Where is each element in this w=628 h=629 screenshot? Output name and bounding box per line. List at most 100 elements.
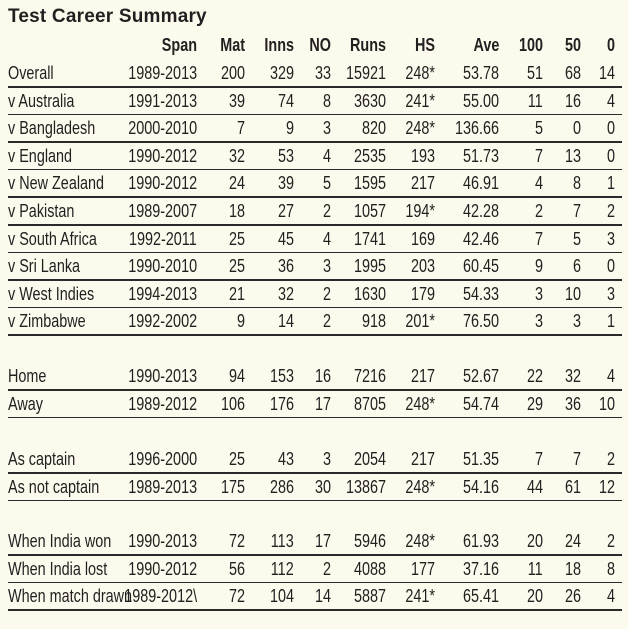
table-cell: 329 (264, 62, 294, 84)
table-cell: 217 (405, 172, 435, 194)
table-cell: 10 (561, 283, 581, 305)
cell-text: 0 (606, 145, 615, 166)
table-cell: 9 (533, 255, 543, 277)
table-cell: 1990-2012 (111, 172, 197, 194)
table-cell: 26 (561, 585, 581, 607)
table-cell: 11 (524, 90, 543, 112)
cell-text: 54.16 (462, 476, 499, 497)
table-cell: 153 (264, 365, 294, 387)
cell-text: v Australia (8, 90, 75, 111)
table-cell: 24 (561, 530, 581, 552)
cell-text: 1741 (353, 228, 386, 249)
cell-text: 32 (277, 283, 294, 304)
table-cell: 4 (321, 228, 331, 250)
table-cell: 200 (215, 62, 245, 84)
table-cell: 1991-2013 (111, 90, 197, 112)
row-divider (8, 416, 622, 419)
cell-text: 194* (405, 201, 435, 221)
row-label: As captain (8, 448, 92, 470)
table-cell: 33 (311, 62, 331, 84)
cell-text: 4 (322, 228, 331, 249)
table-cell: 7 (571, 200, 581, 222)
table-cell: 9 (284, 117, 294, 139)
cell-text: 113 (271, 531, 294, 551)
table-cell: 2 (321, 310, 331, 332)
table-cell: 1990-2013 (111, 365, 197, 387)
row-divider (8, 86, 622, 88)
table-cell: 16 (561, 90, 581, 112)
table-cell: 1992-2002 (111, 310, 197, 332)
table-cell: 4 (321, 145, 331, 167)
cell-text: 56 (228, 558, 245, 579)
table-cell: 32 (561, 365, 581, 387)
cell-text: 72 (228, 531, 245, 551)
cell-text: 46.91 (462, 173, 499, 194)
table-cell: 179 (405, 283, 435, 305)
row-divider (8, 279, 622, 281)
cell-text: 20 (526, 531, 543, 551)
cell-text: NO (309, 35, 331, 55)
cell-text: 74 (277, 90, 294, 111)
table-cell: 248* (398, 476, 435, 498)
cell-text: 1057 (353, 201, 386, 221)
cell-text: 2 (606, 449, 615, 469)
row-label: v Pakistan (8, 200, 91, 222)
table-cell: 1 (605, 172, 615, 194)
row-label: As not captain (8, 476, 122, 498)
cell-text: 65.41 (462, 586, 499, 607)
table-cell: 45 (274, 228, 294, 250)
cell-text: 2 (606, 201, 615, 221)
cell-text: 24 (564, 531, 581, 551)
table-cell: 176 (264, 393, 294, 415)
cell-text: 4088 (353, 558, 386, 579)
table-cell: 1989-2012 (111, 393, 197, 415)
table-cell: 11 (524, 558, 543, 580)
cell-text: 25 (228, 228, 245, 249)
cell-text: 5887 (353, 586, 386, 607)
cell-text: 7 (572, 201, 581, 221)
table-cell: 39 (274, 172, 294, 194)
cell-text: 10 (564, 283, 581, 304)
table-cell: 17 (311, 530, 331, 552)
cell-text: 179 (410, 283, 435, 304)
cell-text: 76.50 (462, 311, 499, 332)
cell-text: 6 (572, 256, 581, 277)
cell-text: 42.46 (462, 228, 499, 249)
column-header: HS (410, 34, 435, 56)
cell-text: 43 (277, 449, 294, 469)
cell-text: v Bangladesh (8, 118, 96, 139)
row-divider (8, 581, 622, 584)
cell-text: 918 (361, 311, 386, 332)
cell-text: 61 (564, 476, 581, 497)
table-title: Test Career Summary (8, 6, 207, 27)
table-cell: 6 (571, 255, 581, 277)
cell-text: Away (8, 393, 43, 414)
table-cell: 3 (571, 310, 581, 332)
cell-text: 1994-2013 (128, 283, 197, 304)
table-cell: 113 (265, 530, 294, 552)
table-cell: 7 (533, 448, 543, 470)
cell-text: 176 (269, 393, 294, 414)
cell-text: 14 (314, 586, 331, 607)
table-cell: 53.78 (454, 62, 499, 84)
table-cell: 61.93 (454, 530, 499, 552)
cell-text: 8 (572, 173, 581, 194)
table-cell: 94 (225, 365, 245, 387)
cell-text: 1630 (353, 283, 386, 304)
cell-text: 1990-2012 (128, 173, 197, 194)
cell-text: 248* (405, 476, 435, 497)
cell-text: 177 (410, 558, 435, 579)
table-cell: 3 (533, 283, 543, 305)
table-cell: 3630 (346, 90, 386, 112)
table-cell: 2535 (346, 145, 386, 167)
cell-text: 37.16 (462, 558, 499, 579)
cell-text: 68 (564, 63, 581, 83)
cell-text: 1 (606, 173, 615, 194)
table-cell: 18 (225, 200, 245, 222)
cell-text: 2 (322, 283, 331, 304)
cell-text: 193 (410, 145, 435, 166)
table-cell: 112 (265, 558, 294, 580)
table-cell: 248* (398, 117, 435, 139)
cell-text: 2 (322, 558, 331, 579)
cell-text: 3 (322, 449, 331, 469)
